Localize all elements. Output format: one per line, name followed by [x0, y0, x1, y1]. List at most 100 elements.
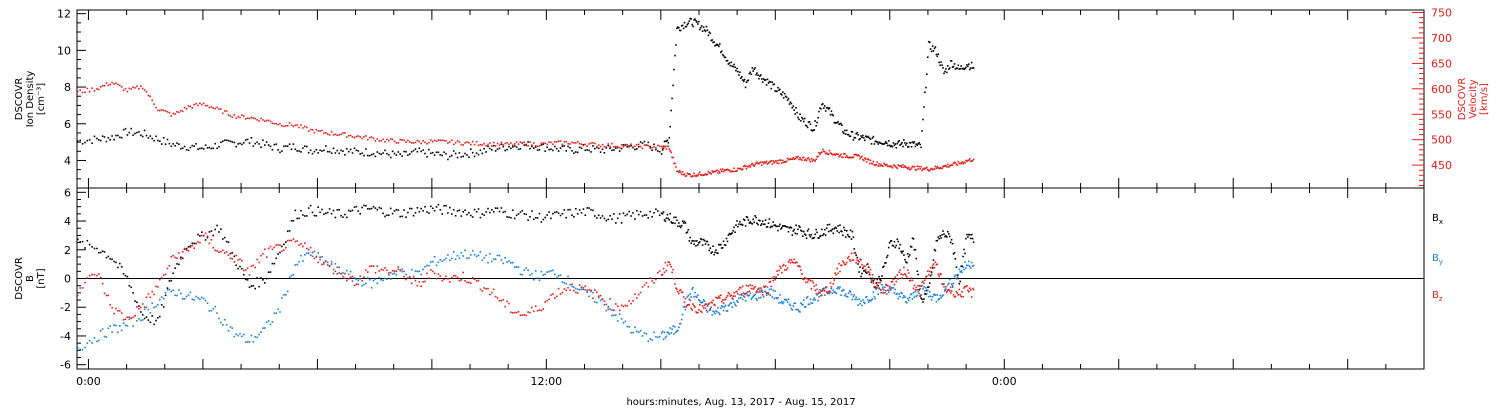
velocity-point [765, 160, 768, 163]
bx-point [666, 213, 669, 216]
bz-point [869, 268, 872, 271]
bz-point [865, 268, 867, 271]
density-point [704, 30, 707, 33]
by-point [742, 295, 745, 297]
bz-point [667, 261, 670, 263]
by-point [172, 289, 174, 292]
bz-point [780, 267, 782, 269]
density-point [739, 71, 741, 73]
density-point [904, 142, 906, 144]
velocity-point [479, 143, 482, 146]
velocity-point [132, 86, 134, 88]
bx-point [674, 222, 676, 225]
bx-point [347, 209, 350, 212]
density-point [700, 25, 703, 27]
density-point [777, 86, 779, 89]
by-point [256, 336, 258, 339]
by-point [662, 338, 665, 341]
by-point [575, 287, 577, 290]
b-tick-label: -4 [60, 330, 71, 343]
bx-point [916, 270, 919, 272]
density-point [151, 137, 153, 140]
by-point [875, 288, 878, 291]
by-point [797, 309, 799, 311]
velocity-point [804, 158, 807, 161]
bx-point [822, 234, 824, 237]
by-point [412, 275, 415, 278]
bz-point [208, 242, 211, 245]
velocity-point [703, 173, 706, 176]
bx-point [814, 233, 816, 236]
bz-point [889, 289, 892, 291]
bz-point [814, 289, 816, 292]
bx-point [710, 252, 712, 254]
density-point [626, 146, 629, 148]
bx-point [187, 246, 190, 248]
bz-point [696, 311, 698, 314]
bx-point [407, 211, 409, 214]
bz-point [376, 265, 379, 267]
density-point [897, 141, 899, 143]
bz-point [552, 293, 554, 295]
bx-point [594, 215, 596, 217]
bx-point [367, 208, 369, 210]
bx-point [645, 214, 648, 216]
by-point [810, 302, 813, 304]
bz-point [733, 292, 735, 294]
velocity-point [910, 167, 913, 169]
density-point [126, 134, 129, 136]
density-point [241, 143, 243, 146]
by-point [527, 269, 529, 271]
velocity-point [740, 167, 742, 170]
by-point [498, 254, 501, 257]
by-point [843, 289, 845, 291]
bx-point [779, 223, 781, 226]
by-point [187, 294, 190, 296]
density-point [119, 136, 121, 139]
density-point [761, 78, 763, 80]
by-point [109, 325, 111, 327]
velocity-point [893, 164, 896, 167]
bx-point [769, 226, 772, 229]
velocity-point [870, 162, 873, 165]
bz-point [929, 266, 932, 269]
by-point [941, 295, 943, 297]
density-point [913, 141, 916, 143]
by-point [311, 255, 314, 258]
velocity-point [466, 141, 468, 143]
by-point [895, 293, 898, 296]
bx-point [881, 275, 883, 277]
velocity-point [119, 84, 121, 87]
density-axis-label-line: [cm⁻³] [36, 83, 47, 115]
by-point [901, 292, 903, 295]
bz-point [172, 254, 174, 257]
density-point [384, 149, 386, 152]
velocity-point [231, 116, 234, 119]
velocity-point [952, 162, 955, 164]
by-point [789, 304, 792, 307]
bx-point [804, 234, 807, 236]
density-point [833, 121, 836, 124]
by-point [873, 295, 876, 298]
by-point [395, 274, 398, 276]
bx-point [867, 266, 870, 268]
by-point [388, 274, 390, 276]
velocity-point [655, 147, 657, 149]
velocity-point [409, 141, 411, 143]
density-point [243, 141, 245, 144]
density-point [439, 154, 442, 156]
by-point [475, 255, 478, 258]
density-point [618, 150, 621, 152]
bz-point [721, 299, 724, 301]
by-point [424, 265, 426, 268]
density-point [332, 147, 335, 150]
bz-point [319, 256, 321, 258]
velocity-point [101, 84, 104, 87]
by-point [783, 298, 786, 301]
bx-point [758, 219, 760, 222]
density-point [103, 136, 106, 138]
bz-point [904, 273, 906, 275]
by-point [867, 301, 870, 303]
by-point [264, 327, 266, 329]
by-point [821, 294, 823, 296]
